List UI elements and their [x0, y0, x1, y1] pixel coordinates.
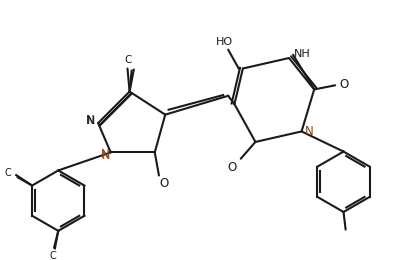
- Text: O: O: [339, 78, 348, 91]
- Text: O: O: [227, 161, 237, 174]
- Text: C: C: [4, 168, 11, 178]
- Text: C: C: [124, 55, 132, 65]
- Text: N: N: [101, 151, 110, 161]
- Text: HO: HO: [215, 37, 232, 48]
- Text: N: N: [86, 116, 94, 126]
- Text: N: N: [304, 125, 313, 138]
- Text: N: N: [101, 148, 110, 161]
- Text: C: C: [50, 251, 56, 260]
- Text: NH: NH: [293, 49, 310, 59]
- Text: O: O: [159, 177, 168, 190]
- Text: N: N: [86, 114, 95, 127]
